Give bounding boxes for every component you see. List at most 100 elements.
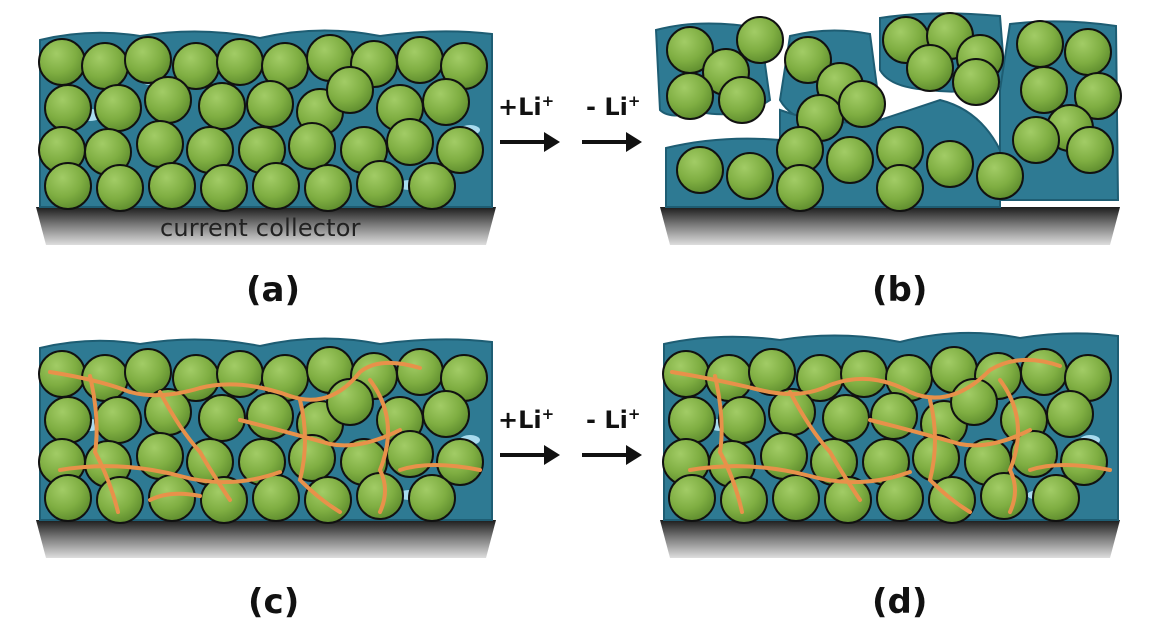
- arrow-delithiation-top: [582, 132, 642, 152]
- active-particle: [216, 38, 264, 86]
- active-particle: [1060, 438, 1108, 486]
- active-particle: [136, 120, 184, 168]
- active-particle: [1016, 20, 1064, 68]
- charge-sup: +: [627, 405, 641, 423]
- particles-d: [662, 346, 1112, 524]
- current-collector-a: [36, 207, 496, 245]
- conductive-network-d: [670, 357, 1112, 514]
- active-particle: [822, 394, 870, 442]
- active-particle: [876, 474, 924, 522]
- active-particle: [736, 16, 784, 64]
- panel-label-c: (c): [248, 582, 300, 622]
- active-particle: [200, 164, 248, 212]
- active-particle: [952, 58, 1000, 106]
- lithiation-sign: +Li: [498, 406, 542, 434]
- active-particle: [718, 396, 766, 444]
- panel-label-b: (b): [872, 270, 928, 310]
- active-particle: [726, 152, 774, 200]
- active-particle: [38, 38, 86, 86]
- active-particle: [396, 36, 444, 84]
- active-particle: [1032, 474, 1080, 522]
- active-particle: [44, 474, 92, 522]
- active-particle: [96, 164, 144, 212]
- charge-sup: +: [541, 405, 555, 423]
- active-particle: [1046, 390, 1094, 438]
- active-particle: [838, 80, 886, 128]
- active-particle: [720, 476, 768, 524]
- active-particle: [288, 122, 336, 170]
- particles-c: [38, 346, 488, 524]
- active-particle: [96, 476, 144, 524]
- delithiation-label-top: - Li+: [586, 92, 640, 121]
- active-particle: [926, 140, 974, 188]
- active-particle: [906, 44, 954, 92]
- active-particle: [980, 472, 1028, 520]
- active-particle: [1020, 66, 1068, 114]
- active-particle: [246, 80, 294, 128]
- lithiation-sign: +Li: [498, 93, 542, 121]
- active-particle: [824, 476, 872, 524]
- active-particle: [748, 348, 796, 396]
- active-particle: [666, 72, 714, 120]
- active-particle: [772, 474, 820, 522]
- active-particle: [422, 390, 470, 438]
- panel-label-a: (a): [246, 270, 301, 310]
- active-particle: [876, 164, 924, 212]
- current-collector-b: [660, 207, 1120, 245]
- active-particle: [246, 392, 294, 440]
- active-particle: [144, 76, 192, 124]
- active-particle: [408, 474, 456, 522]
- particles-a: [38, 34, 488, 212]
- charge-sup: +: [541, 92, 555, 110]
- active-particle: [422, 78, 470, 126]
- active-particle: [1074, 72, 1122, 120]
- active-particle: [44, 84, 92, 132]
- active-particle: [216, 350, 264, 398]
- active-particle: [326, 66, 374, 114]
- active-particle: [676, 146, 724, 194]
- active-particle: [1020, 348, 1068, 396]
- active-particle: [356, 160, 404, 208]
- charge-sup: +: [627, 92, 641, 110]
- active-particle: [386, 118, 434, 166]
- active-particle: [326, 378, 374, 426]
- active-particle: [148, 162, 196, 210]
- active-particle: [252, 162, 300, 210]
- active-particle: [976, 152, 1024, 200]
- current-collector-c: [36, 520, 496, 558]
- active-particle: [200, 476, 248, 524]
- conductive-network-c: [48, 360, 482, 514]
- lithiation-label-bottom: +Li+: [498, 405, 554, 434]
- active-particle: [1064, 28, 1112, 76]
- active-particle: [44, 162, 92, 210]
- active-particle: [408, 162, 456, 210]
- active-particle: [304, 164, 352, 212]
- active-particle: [826, 136, 874, 184]
- active-particle: [840, 350, 888, 398]
- active-particle: [776, 164, 824, 212]
- active-particle: [396, 348, 444, 396]
- lithiation-label-top: +Li+: [498, 92, 554, 121]
- active-particle: [124, 36, 172, 84]
- delithiation-sign: - Li: [586, 406, 628, 434]
- active-particle: [198, 82, 246, 130]
- panel-d: [660, 331, 1120, 558]
- active-particle: [436, 126, 484, 174]
- particles-b: [666, 12, 1122, 212]
- delithiation-label-bottom: - Li+: [586, 405, 640, 434]
- panel-label-d: (d): [872, 582, 928, 622]
- arrow-delithiation-bottom: [582, 445, 642, 465]
- delithiation-sign: - Li: [586, 93, 628, 121]
- panel-a: [36, 29, 496, 245]
- active-particle: [668, 474, 716, 522]
- arrow-lithiation-top: [500, 132, 560, 152]
- active-particle: [386, 430, 434, 478]
- active-particle: [718, 76, 766, 124]
- active-particle: [44, 396, 92, 444]
- active-particle: [94, 396, 142, 444]
- active-particle: [81, 42, 129, 90]
- current-collector-d: [660, 520, 1120, 558]
- active-particle: [1012, 116, 1060, 164]
- active-particle: [436, 438, 484, 486]
